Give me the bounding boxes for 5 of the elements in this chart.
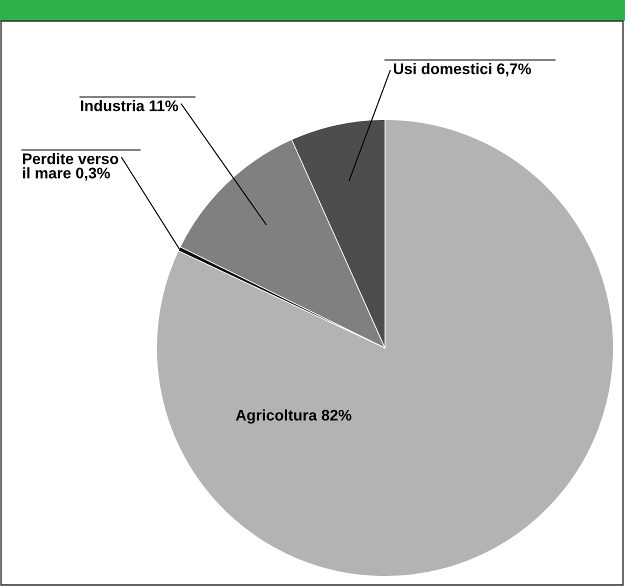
pie-slice	[156, 119, 614, 577]
slice-label: Industria 11%	[81, 100, 178, 112]
slice-label: Agricoltura 82%	[236, 409, 352, 424]
slice-label: Usi domestici 6,7%	[394, 63, 531, 76]
slice-label: Perdite verso il mare 0,3%	[23, 153, 118, 181]
